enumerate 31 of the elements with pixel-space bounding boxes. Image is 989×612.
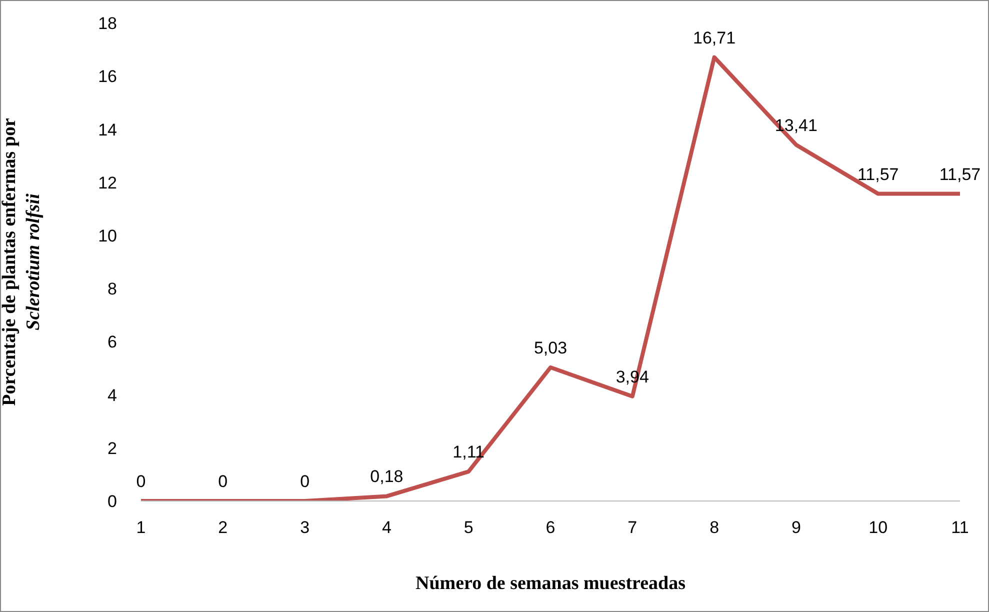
data-label: 0 <box>136 472 146 491</box>
data-label: 0 <box>300 472 310 491</box>
x-tick-label: 6 <box>546 518 556 538</box>
x-tick-label: 5 <box>464 518 474 538</box>
y-tick-label: 8 <box>108 280 117 299</box>
y-tick-label: 2 <box>108 438 117 458</box>
y-tick-label: 18 <box>98 14 117 34</box>
data-label: 11,57 <box>939 164 981 184</box>
x-axis-title: Número de semanas muestreadas <box>415 573 686 594</box>
data-label: 16,71 <box>693 28 736 48</box>
x-tick-label: 1 <box>136 518 146 538</box>
x-tick-label: 11 <box>951 518 969 538</box>
y-tick-label: 14 <box>98 120 117 140</box>
data-label: 11,57 <box>857 164 899 184</box>
y-tick-label: 0 <box>108 492 117 512</box>
x-tick-label: 3 <box>300 518 310 538</box>
data-label: 0 <box>218 472 228 491</box>
x-tick-label: 7 <box>628 518 638 538</box>
data-label: 5,03 <box>534 338 568 358</box>
x-tick-label: 4 <box>382 518 392 538</box>
y-tick-label: 4 <box>108 386 117 405</box>
x-tick-label: 2 <box>218 518 228 538</box>
y-tick-label: 6 <box>108 332 117 352</box>
x-tick-label: 8 <box>710 518 720 538</box>
x-tick-label: 10 <box>868 518 888 538</box>
y-axis-title: Porcentaje de plantas enfermas por Sclerotium rolfsii <box>0 118 44 406</box>
y-tick-label: 16 <box>98 67 117 86</box>
y-tick-label: 12 <box>98 173 117 192</box>
x-tick-label: 9 <box>791 518 801 538</box>
y-tick-label: 10 <box>98 226 117 246</box>
data-label: 0,18 <box>370 467 404 486</box>
